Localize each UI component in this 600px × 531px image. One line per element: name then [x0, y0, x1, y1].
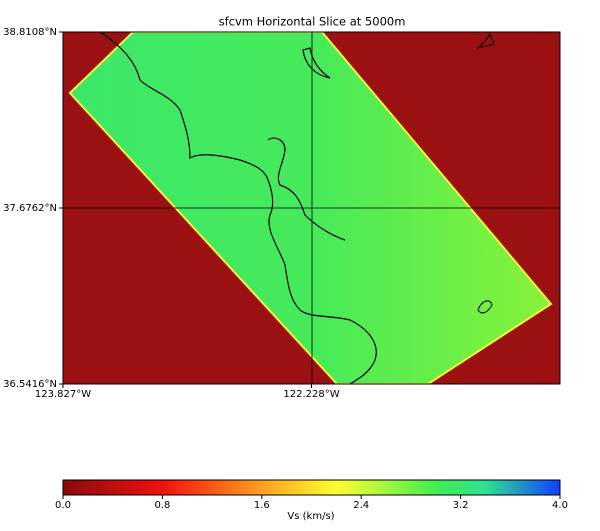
inlet — [476, 32, 495, 49]
bay-shore — [267, 137, 346, 241]
y-tick-label: 37.6762°N — [3, 203, 57, 214]
colorbar-tick-label: 3.2 — [453, 500, 469, 511]
colorbar-tick-label: 0.0 — [55, 500, 71, 511]
y-tick-label: 36.5416°N — [3, 379, 57, 390]
colorbar-tick-label: 0.8 — [154, 500, 170, 511]
coastline — [99, 32, 377, 384]
colorbar-tick-label: 1.6 — [254, 500, 270, 511]
colorbar — [62, 479, 561, 496]
x-tick-label: 123.827°W — [35, 389, 91, 400]
colorbar-label: Vs (km/s) — [287, 511, 334, 522]
chart-title: sfcvm Horizontal Slice at 5000m — [219, 15, 406, 29]
y-tick-label: 38.8108°N — [3, 27, 57, 38]
colorbar-tick-label: 2.4 — [353, 500, 369, 511]
reservoir — [477, 300, 493, 314]
x-tick-label: 122.228°W — [283, 389, 339, 400]
colorbar-tick-label: 4.0 — [552, 500, 568, 511]
